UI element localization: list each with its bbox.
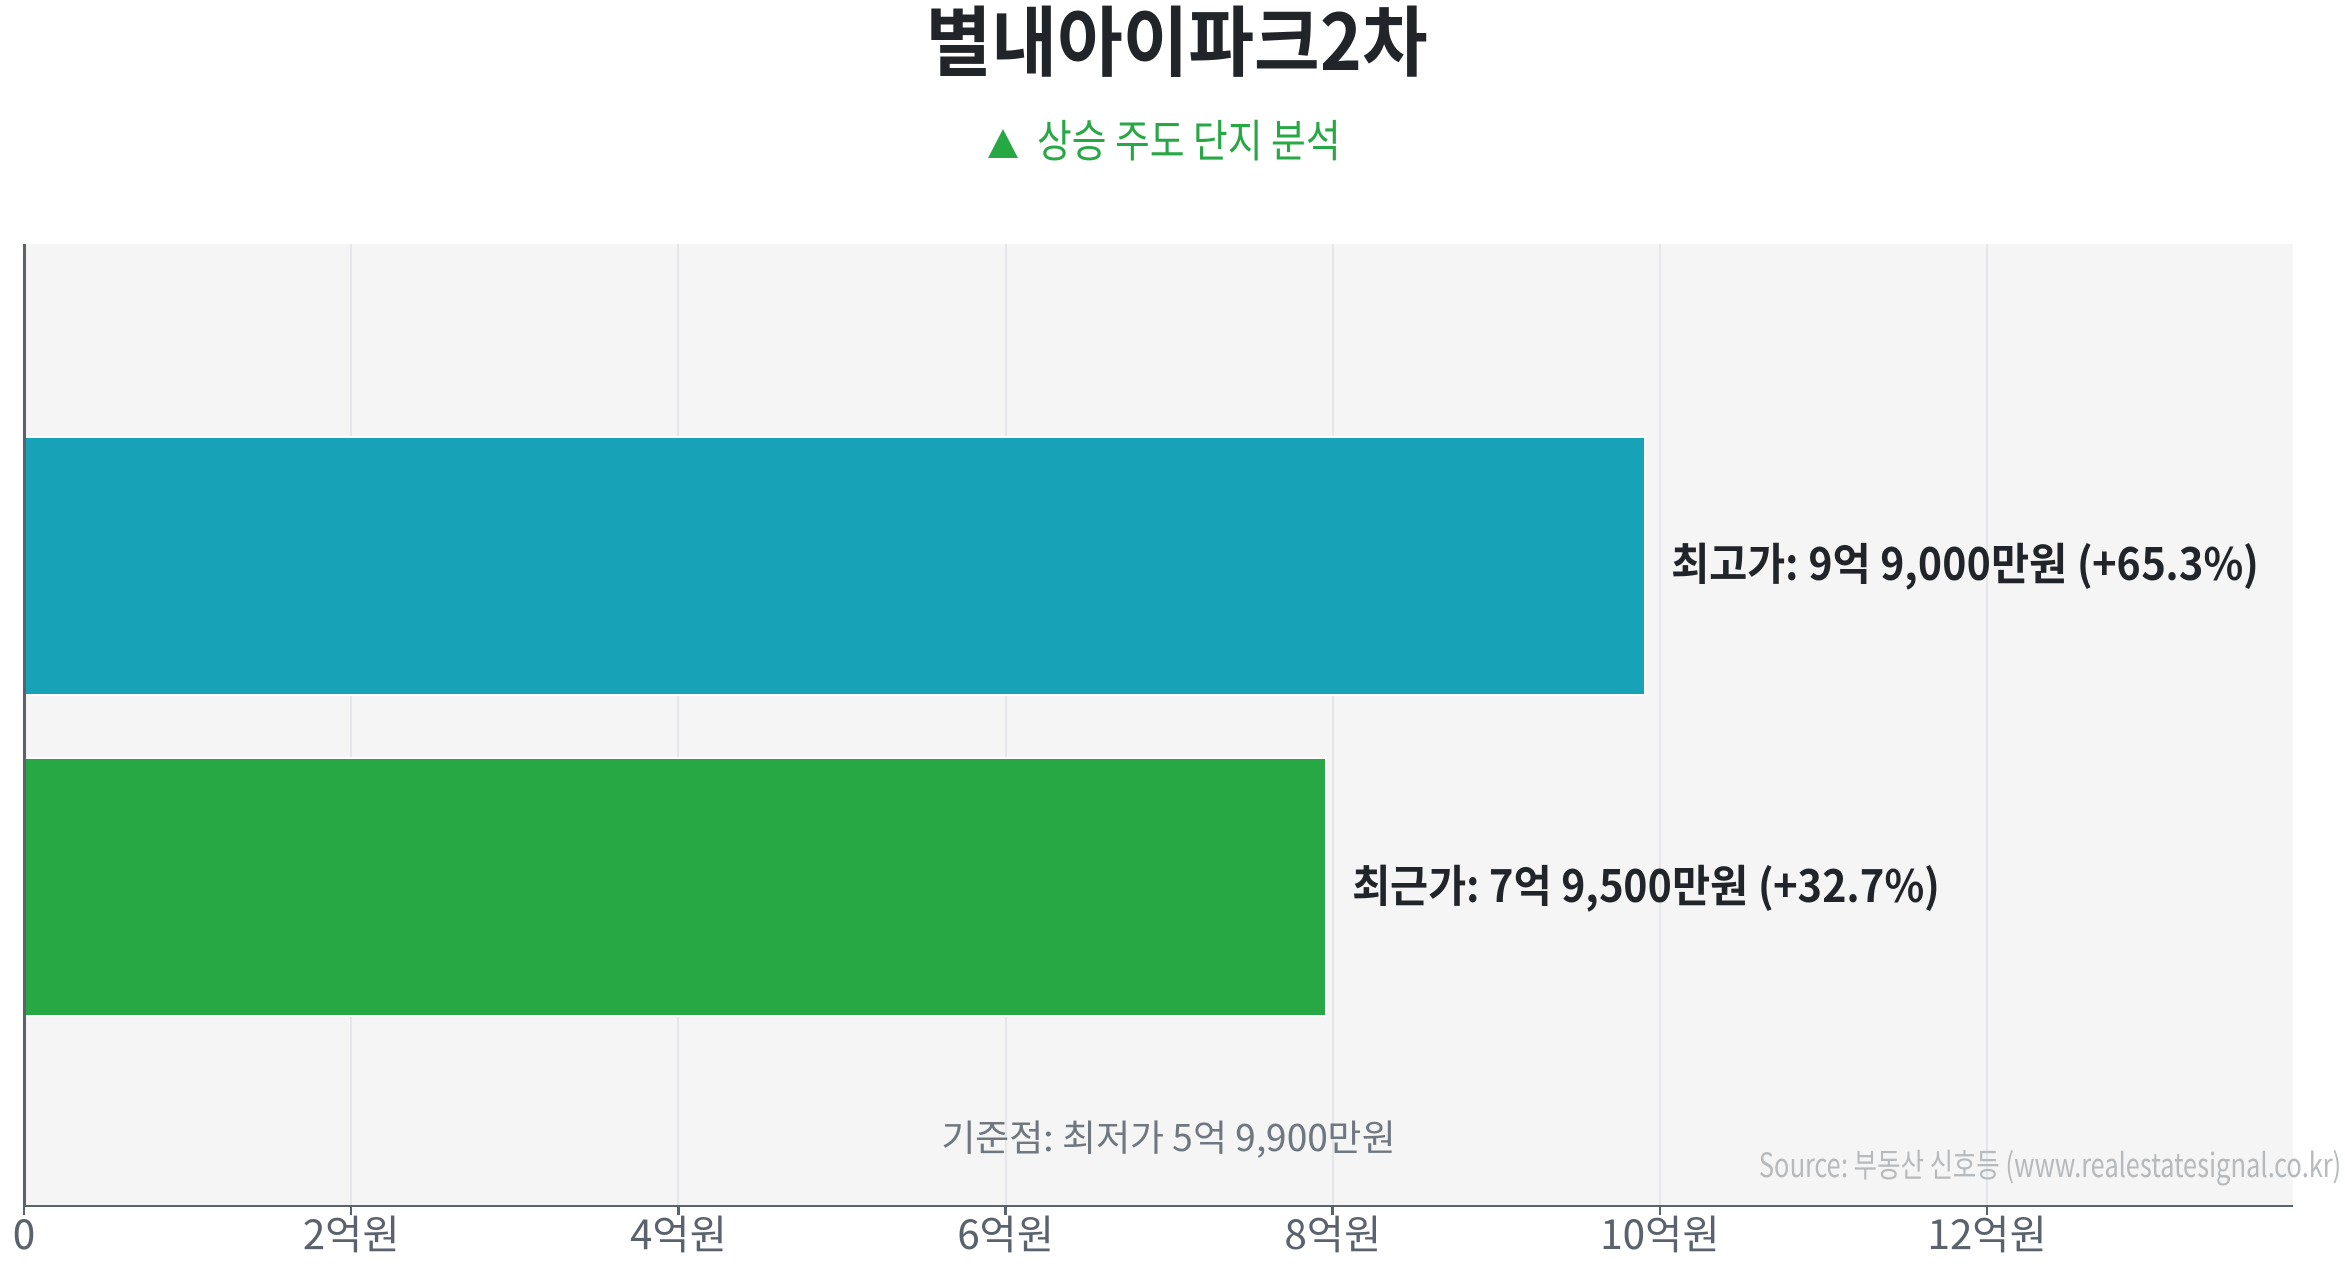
- x-tick-label: 10억원: [1600, 1201, 1720, 1261]
- bar-최근가: [24, 757, 1327, 1018]
- plot-area: [24, 244, 2293, 1205]
- x-tick-mark: [1004, 1207, 1007, 1215]
- y-axis-line: [23, 244, 26, 1207]
- gridline: [350, 244, 353, 1205]
- gridline: [1331, 244, 1334, 1205]
- up-triangle-icon: [988, 129, 1018, 158]
- gridline: [1004, 244, 1007, 1205]
- bar-최고가: [24, 435, 1646, 696]
- x-tick-label: 4억원: [629, 1201, 727, 1261]
- baseline-note: 기준점: 최저가 5억 9,900만원: [941, 1108, 1396, 1162]
- x-tick-mark: [1658, 1207, 1662, 1215]
- gridline: [1658, 244, 1661, 1205]
- x-tick-mark: [1985, 1207, 1989, 1215]
- x-axis-line: [23, 1204, 2293, 1207]
- x-tick-label: 12억원: [1927, 1201, 2047, 1261]
- x-tick-label: 6억원: [957, 1201, 1055, 1261]
- x-tick-mark: [349, 1207, 353, 1215]
- source-credit: Source: 부동산 신호등 (www.realestatesignal.co…: [1758, 1139, 2341, 1187]
- x-tick-mark: [1331, 1207, 1334, 1215]
- x-tick-mark: [677, 1207, 680, 1215]
- chart-subtitle: 상승 주도 단지 분석: [1037, 104, 1341, 170]
- bar-value-label: 최고가: 9억 9,000만원 (+65.3%): [1670, 527, 2259, 593]
- x-tick-label: 2억원: [302, 1201, 400, 1261]
- gridline: [677, 244, 680, 1205]
- x-tick-label: 8억원: [1284, 1201, 1382, 1261]
- x-tick-mark: [22, 1207, 26, 1215]
- x-tick-label: 0: [12, 1201, 36, 1261]
- chart-title: 별내아이파크2차: [925, 0, 1428, 93]
- gridline: [1986, 244, 1989, 1205]
- bar-value-label: 최근가: 7억 9,500만원 (+32.7%): [1351, 849, 1940, 915]
